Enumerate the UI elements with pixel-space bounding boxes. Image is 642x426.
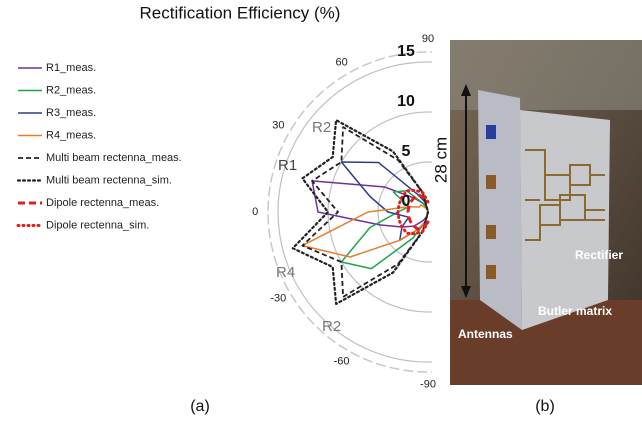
annotation: R2 — [312, 119, 331, 136]
series-line — [291, 119, 430, 305]
legend-label: R1_meas. — [46, 62, 96, 74]
theta-tick-label: -60 — [334, 356, 350, 368]
grid-circle — [277, 61, 432, 363]
panel-label: (a) — [190, 398, 210, 415]
r-tick-label: 15 — [397, 43, 415, 60]
antenna-patch — [486, 125, 496, 139]
theta-tick-label: 30 — [272, 120, 284, 132]
antenna-patch — [486, 175, 496, 189]
photo-label: Butler matrix — [538, 304, 612, 318]
dimension-label: 28 cm — [431, 137, 450, 183]
arrow-head — [461, 84, 471, 96]
photo: 28 cm Rectifier Butler matrix Antennas — [431, 40, 642, 385]
polar-plot — [267, 51, 432, 373]
traces — [525, 149, 605, 241]
panel-label: (b) — [535, 398, 555, 415]
annotation: R2 — [322, 318, 341, 335]
theta-tick-label: -30 — [270, 292, 286, 304]
theta-tick-label: 90 — [422, 33, 434, 45]
annotation: R1 — [278, 157, 297, 174]
legend-label: R3_meas. — [46, 107, 96, 119]
legend-label: Dipole rectenna_sim. — [46, 219, 149, 231]
legend-label: R4_meas. — [46, 129, 96, 141]
arrow-head — [461, 286, 471, 298]
theta-tick-label: 60 — [335, 56, 347, 68]
r-tick-label: 10 — [397, 93, 415, 110]
legend-label: Multi beam rectenna_meas. — [46, 152, 182, 164]
legend-label: R2_meas. — [46, 84, 96, 96]
antenna-patch — [486, 225, 496, 239]
series-line — [301, 126, 429, 298]
legend-label: Dipole rectenna_meas. — [46, 197, 159, 209]
photo-label: Rectifier — [575, 248, 623, 262]
theta-tick-label: -90 — [420, 379, 436, 391]
series-line — [396, 188, 430, 236]
antenna-board — [478, 90, 522, 330]
r-tick-label: 0 — [402, 193, 411, 210]
legend: R1_meas. R2_meas. R3_meas. R4_meas. Multi be… — [16, 62, 182, 231]
grid-circle — [377, 161, 432, 263]
r-tick-label: 5 — [402, 143, 411, 160]
series-line — [406, 193, 430, 231]
antenna-patch — [486, 265, 496, 279]
photo-label: Antennas — [458, 327, 513, 341]
theta-tick-label: 0 — [252, 206, 258, 218]
annotation: R4 — [276, 264, 295, 281]
chart-title: Rectification Efficiency (%) — [140, 3, 341, 22]
series-line — [340, 190, 429, 270]
legend-label: Multi beam rectenna_sim. — [46, 174, 172, 186]
